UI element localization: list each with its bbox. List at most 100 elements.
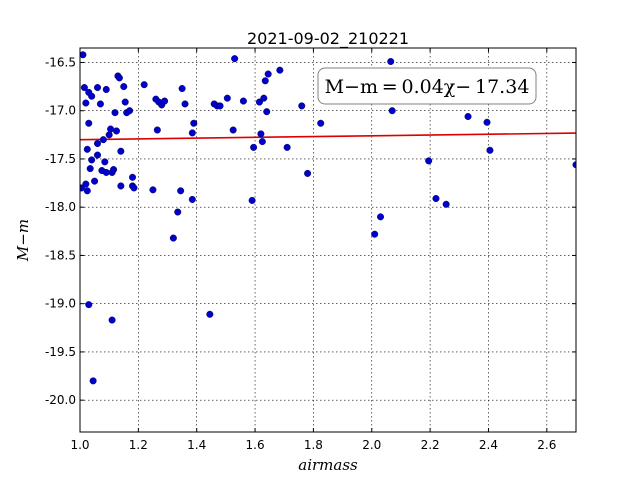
y-tick-label: -17.5 [45,152,76,166]
data-point [250,143,258,151]
data-point [140,81,148,89]
fit-layer [80,132,576,141]
x-tick-label: 2.4 [479,438,498,452]
data-point [117,182,125,190]
y-axis-label: M−m [14,219,32,262]
data-point [149,186,157,194]
y-tick-label: -20.0 [45,393,76,407]
data-point [174,208,182,216]
data-point [223,94,231,102]
annotation-text: M−m = 0.04χ− 17.34 [325,76,530,98]
data-point [80,84,88,92]
data-point [111,109,119,117]
data-point [99,136,107,144]
data-point [229,126,237,134]
x-tick-label: 1.4 [187,438,206,452]
data-point [102,85,110,93]
x-tick-label: 2.2 [421,438,440,452]
plot-frame [79,47,577,433]
x-tick-label: 1.8 [304,438,323,452]
data-point [82,99,90,107]
data-point [85,301,93,309]
y-tick-label: -19.0 [45,297,76,311]
data-point [486,146,494,154]
data-point [94,84,102,92]
data-point [80,51,87,59]
data-point [110,166,118,174]
data-point [126,107,134,115]
data-point [121,98,129,106]
data-point [108,316,116,324]
data-point [387,58,395,66]
data-point [177,187,185,195]
data-point [115,74,123,82]
y-tick-label: -17.0 [45,104,76,118]
data-point [464,113,472,121]
fit-annotation: M−m = 0.04χ− 17.34 [317,67,537,105]
data-point [206,310,214,318]
data-point [188,195,196,203]
data-point [112,127,120,135]
data-point [255,98,263,106]
data-point [86,165,94,173]
data-point [248,196,256,204]
axis-ticks [79,48,576,432]
data-point [190,119,198,127]
data-point [153,126,161,134]
y-tick-label: -19.5 [45,345,76,359]
data-point [483,118,491,126]
data-point [264,70,272,78]
data-point [105,131,113,139]
x-tick-label: 1.6 [246,438,265,452]
x-tick-labels: 1.0 1.2 1.4 1.6 1.8 2.0 2.2 2.4 2.6 [70,438,556,452]
grid [79,48,576,432]
data-point [169,234,177,242]
data-point [88,156,96,164]
x-tick-label: 1.0 [70,438,89,452]
data-point [94,140,102,148]
data-point [130,184,138,192]
y-tick-label: -18.0 [45,200,76,214]
data-point [304,169,312,177]
data-point [96,100,104,108]
data-point [83,145,91,153]
data-point [257,130,265,138]
data-point [181,100,189,108]
data-point [261,77,269,85]
data-point [283,143,291,151]
data-point [425,157,433,165]
data-point [231,55,239,63]
data-point [572,161,576,169]
data-point [432,195,440,203]
data-point [188,129,196,137]
x-axis-label: airmass [298,456,358,474]
data-point [258,138,266,146]
data-point [442,200,450,208]
plot-area [80,51,576,385]
data-point [85,119,93,127]
data-point [388,107,396,115]
data-point [88,92,96,100]
data-point [298,102,306,110]
data-point [371,230,379,238]
data-point [377,213,385,221]
data-point [102,168,110,176]
y-tick-labels: -16.5 -17.0 -17.5 -18.0 -18.5 -19.0 -19.5 -20.0 [45,55,76,407]
annotation-box [317,67,537,105]
data-point [94,151,102,159]
data-point [117,147,125,155]
data-point [82,180,90,188]
data-point [107,125,115,133]
data-point [216,102,224,110]
data-point [89,377,97,385]
data-point [120,83,128,91]
data-point [83,187,91,195]
data-point [263,108,271,116]
x-tick-label: 2.6 [537,438,556,452]
x-tick-label: 1.2 [129,438,148,452]
data-point [317,119,325,127]
y-tick-label: -16.5 [45,55,76,69]
chart-title: 2021-09-02_210221 [247,29,409,49]
data-point [276,66,284,74]
x-tick-label: 2.0 [362,438,381,452]
